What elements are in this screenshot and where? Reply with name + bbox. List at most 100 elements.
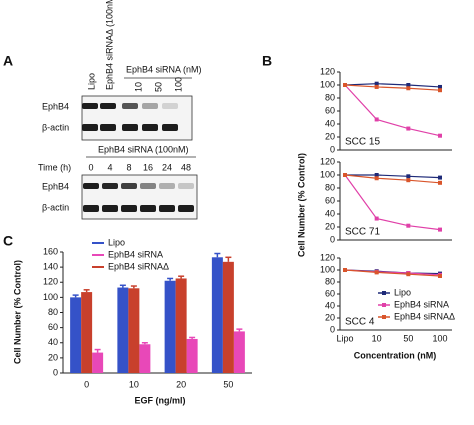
blot-band — [162, 124, 178, 131]
column-label: EphB4 siRNAΔ (100nM) — [104, 0, 114, 90]
blot-band — [159, 205, 175, 212]
time-label: 4 — [107, 162, 112, 172]
x-tick-label: 10 — [372, 333, 382, 343]
blot-band — [100, 103, 116, 109]
bar — [128, 288, 140, 373]
y-axis-label: Cell Number (% Control) — [296, 153, 306, 257]
y-tick-label: 120 — [43, 277, 58, 287]
point — [406, 178, 411, 183]
annotation: SCC 4 — [345, 317, 375, 328]
y-tick-label: 60 — [48, 322, 58, 332]
blot-band — [142, 103, 158, 109]
bar — [92, 352, 104, 373]
y-tick-label: 40 — [325, 118, 335, 128]
x-tick-label: 0 — [84, 379, 89, 389]
bar — [70, 297, 82, 373]
legend-marker — [382, 291, 386, 295]
y-tick-label: 80 — [48, 307, 58, 317]
point — [438, 274, 442, 278]
legend-label: EphB4 siRNAΔ — [394, 311, 455, 321]
y-tick-label: 120 — [320, 252, 335, 262]
time-label: 0 — [88, 162, 93, 172]
line — [345, 174, 441, 179]
x-tick-label: 100 — [432, 333, 447, 343]
point — [438, 180, 442, 185]
blot-band — [102, 205, 118, 212]
y-tick-label: 0 — [330, 234, 335, 244]
blot-band — [121, 183, 137, 189]
point — [406, 174, 411, 179]
time-label: 8 — [126, 162, 131, 172]
point — [343, 173, 347, 177]
y-tick-label: 60 — [325, 195, 335, 205]
blot-band — [140, 205, 156, 212]
point — [374, 216, 379, 221]
blot-band — [121, 205, 137, 212]
legend-label: EphB4 siRNA — [108, 249, 163, 259]
y-tick-label: 60 — [325, 288, 335, 298]
y-tick-label: 60 — [325, 105, 335, 115]
panel-label: A — [3, 53, 13, 69]
y-tick-label: 80 — [325, 182, 335, 192]
blot-band — [82, 124, 98, 131]
y-tick-label: 20 — [325, 221, 335, 231]
blot-band — [178, 205, 194, 212]
dose-label: 100 — [173, 77, 183, 92]
y-tick-label: 120 — [320, 156, 335, 166]
point — [438, 133, 442, 138]
x-tick-label: 20 — [176, 379, 186, 389]
blot-band — [159, 183, 175, 189]
y-axis-label: Cell Number (% Control) — [12, 260, 22, 364]
point — [374, 176, 379, 181]
x-tick-label: Lipo — [336, 333, 353, 343]
point — [406, 86, 411, 91]
point — [406, 272, 411, 277]
y-tick-label: 100 — [320, 264, 335, 274]
row-label: EphB4 — [42, 181, 69, 191]
panel-label: C — [3, 233, 13, 249]
x-axis-label: Concentration (nM) — [354, 350, 437, 360]
line — [344, 84, 441, 137]
group-label: EphB4 siRNA (100nM) — [98, 144, 189, 154]
blot-band — [102, 183, 118, 189]
annotation: SCC 15 — [345, 137, 380, 148]
point — [374, 81, 379, 86]
dose-label: 10 — [133, 82, 143, 92]
y-tick-label: 40 — [48, 337, 58, 347]
blot-band — [83, 205, 99, 212]
y-tick-label: 100 — [320, 79, 335, 89]
bar — [211, 257, 223, 373]
y-tick-label: 100 — [320, 169, 335, 179]
annotation: SCC 71 — [345, 227, 380, 238]
y-tick-label: 0 — [53, 367, 58, 377]
axis-label: Time (h) — [38, 162, 71, 172]
y-tick-label: 80 — [325, 92, 335, 102]
legend-label: Lipo — [108, 237, 125, 247]
time-label: 24 — [162, 162, 172, 172]
x-axis-label: EGF (ng/ml) — [135, 395, 186, 405]
bar — [81, 292, 93, 373]
x-tick-label: 50 — [223, 379, 233, 389]
row-label: β-actin — [42, 122, 69, 132]
line — [344, 174, 441, 231]
bar — [139, 344, 151, 373]
blot-band — [140, 183, 156, 189]
point — [374, 173, 379, 177]
point — [406, 83, 411, 87]
column-label: Lipo — [86, 73, 96, 90]
point — [406, 223, 411, 228]
legend-marker — [382, 303, 386, 307]
blot-band — [178, 183, 194, 189]
legend-label: EphB4 siRNAΔ — [108, 261, 169, 271]
legend-label: EphB4 siRNA — [394, 299, 449, 309]
y-tick-label: 20 — [325, 131, 335, 141]
point — [438, 175, 442, 180]
y-tick-label: 20 — [48, 352, 58, 362]
blot-band — [122, 103, 138, 109]
point — [438, 88, 442, 93]
y-tick-label: 40 — [325, 300, 335, 310]
y-tick-label: 0 — [330, 324, 335, 334]
y-tick-label: 80 — [325, 276, 335, 286]
y-tick-label: 0 — [330, 144, 335, 154]
line — [344, 84, 441, 91]
